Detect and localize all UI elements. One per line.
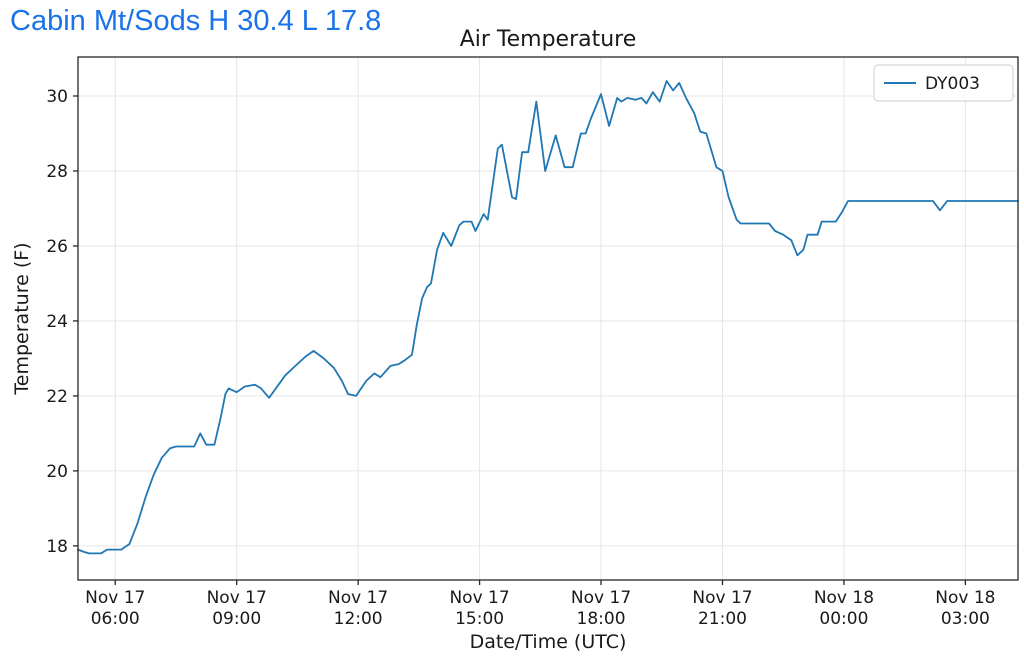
y-tick-label: 24 [46,312,68,332]
y-axis-label: Temperature (F) [11,242,33,395]
legend-box [873,64,1014,102]
y-tick-label: 28 [46,162,68,182]
x-tick-label: Nov 17 12:00 [328,588,388,629]
x-tick-label: Nov 17 09:00 [207,588,267,629]
page-title: Cabin Mt/Sods H 30.4 L 17.8 [10,5,382,37]
x-axis-label: Date/Time (UTC) [470,631,627,653]
temperature-series-line [77,80,1019,555]
y-tick-label: 22 [46,387,68,407]
chart-title: Air Temperature [460,27,637,52]
x-tick-label: Nov 17 15:00 [449,588,509,629]
y-tick-label: 18 [46,537,68,557]
x-tick-label: Nov 18 00:00 [814,588,874,629]
x-tick-label: Nov 18 03:00 [935,588,995,629]
x-tick-label: Nov 17 18:00 [571,588,631,629]
legend: DY003 [873,64,1014,102]
x-tick-label: Nov 17 06:00 [85,588,145,629]
y-tick-label: 20 [46,462,68,482]
x-tick-label: Nov 17 21:00 [692,588,752,629]
y-tick-label: 26 [46,237,68,257]
y-tick-label: 30 [46,87,68,107]
legend-label: DY003 [925,74,980,94]
plot-border [77,56,1019,581]
